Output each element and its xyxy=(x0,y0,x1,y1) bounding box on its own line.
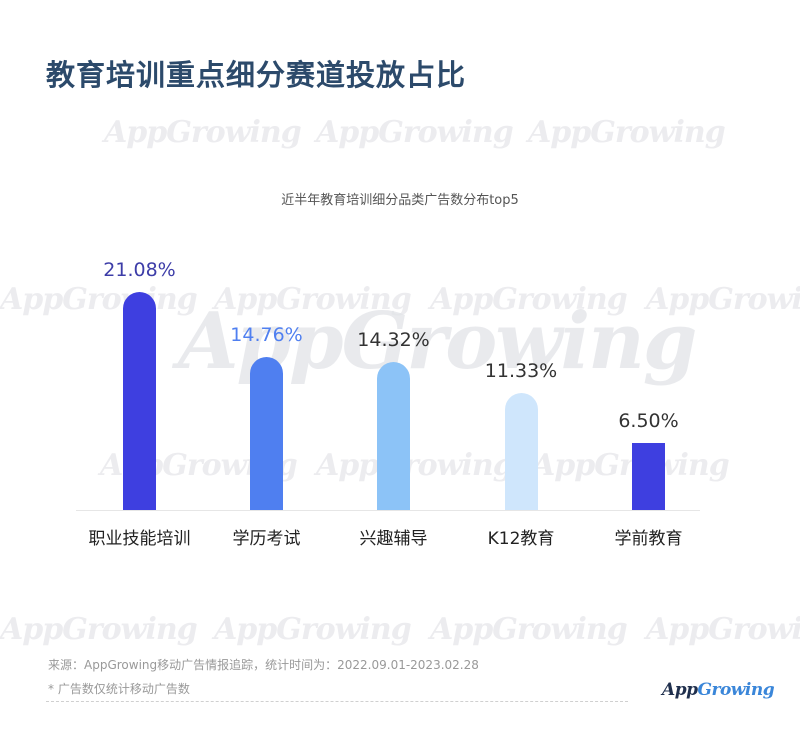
watermark: AppGrowing xyxy=(528,115,726,150)
watermark: AppGrowing xyxy=(0,282,198,317)
value-label: 14.76% xyxy=(230,324,303,346)
value-label: 11.33% xyxy=(484,360,558,382)
watermark: AppGrowing xyxy=(316,448,514,483)
watermark: AppGrowing xyxy=(532,448,730,483)
bar xyxy=(250,357,283,510)
category-label: 职业技能培训 xyxy=(88,529,191,549)
watermark: AppGrowing xyxy=(104,115,302,150)
value-label: 6.50% xyxy=(618,410,679,432)
page-title: 教育培训重点细分赛道投放占比 xyxy=(46,58,467,92)
bar xyxy=(377,362,410,510)
bar xyxy=(504,393,538,510)
chart-title: 近半年教育培训细分品类广告数分布top5 xyxy=(281,193,519,208)
watermark: AppGrowing xyxy=(214,612,412,647)
category-label: K12教育 xyxy=(487,529,555,549)
x-axis-baseline xyxy=(76,510,700,511)
watermark: AppGrowing xyxy=(646,612,800,647)
watermark: AppGrowing xyxy=(0,612,198,647)
appgrowing-logo: AppGrowing xyxy=(662,680,775,700)
value-label: 21.08% xyxy=(103,259,176,281)
category-label: 学历考试 xyxy=(232,529,301,549)
category-label: 兴趣辅导 xyxy=(359,529,428,549)
watermark: AppGrowing xyxy=(214,282,412,317)
source-note: 来源：AppGrowing移动广告情报追踪，统计时间为：2022.09.01-2… xyxy=(48,658,479,672)
footnote: * 广告数仅统计移动广告数 xyxy=(48,682,190,696)
category-label: 学前教育 xyxy=(614,529,683,549)
value-label: 14.32% xyxy=(357,329,430,351)
bar xyxy=(632,443,665,510)
bar xyxy=(123,292,156,510)
watermark: AppGrowing xyxy=(646,282,800,317)
watermark: AppGrowing xyxy=(430,612,628,647)
watermark: AppGrowing xyxy=(316,115,514,150)
watermark: AppGrowing xyxy=(430,282,628,317)
footer-divider xyxy=(46,701,628,702)
